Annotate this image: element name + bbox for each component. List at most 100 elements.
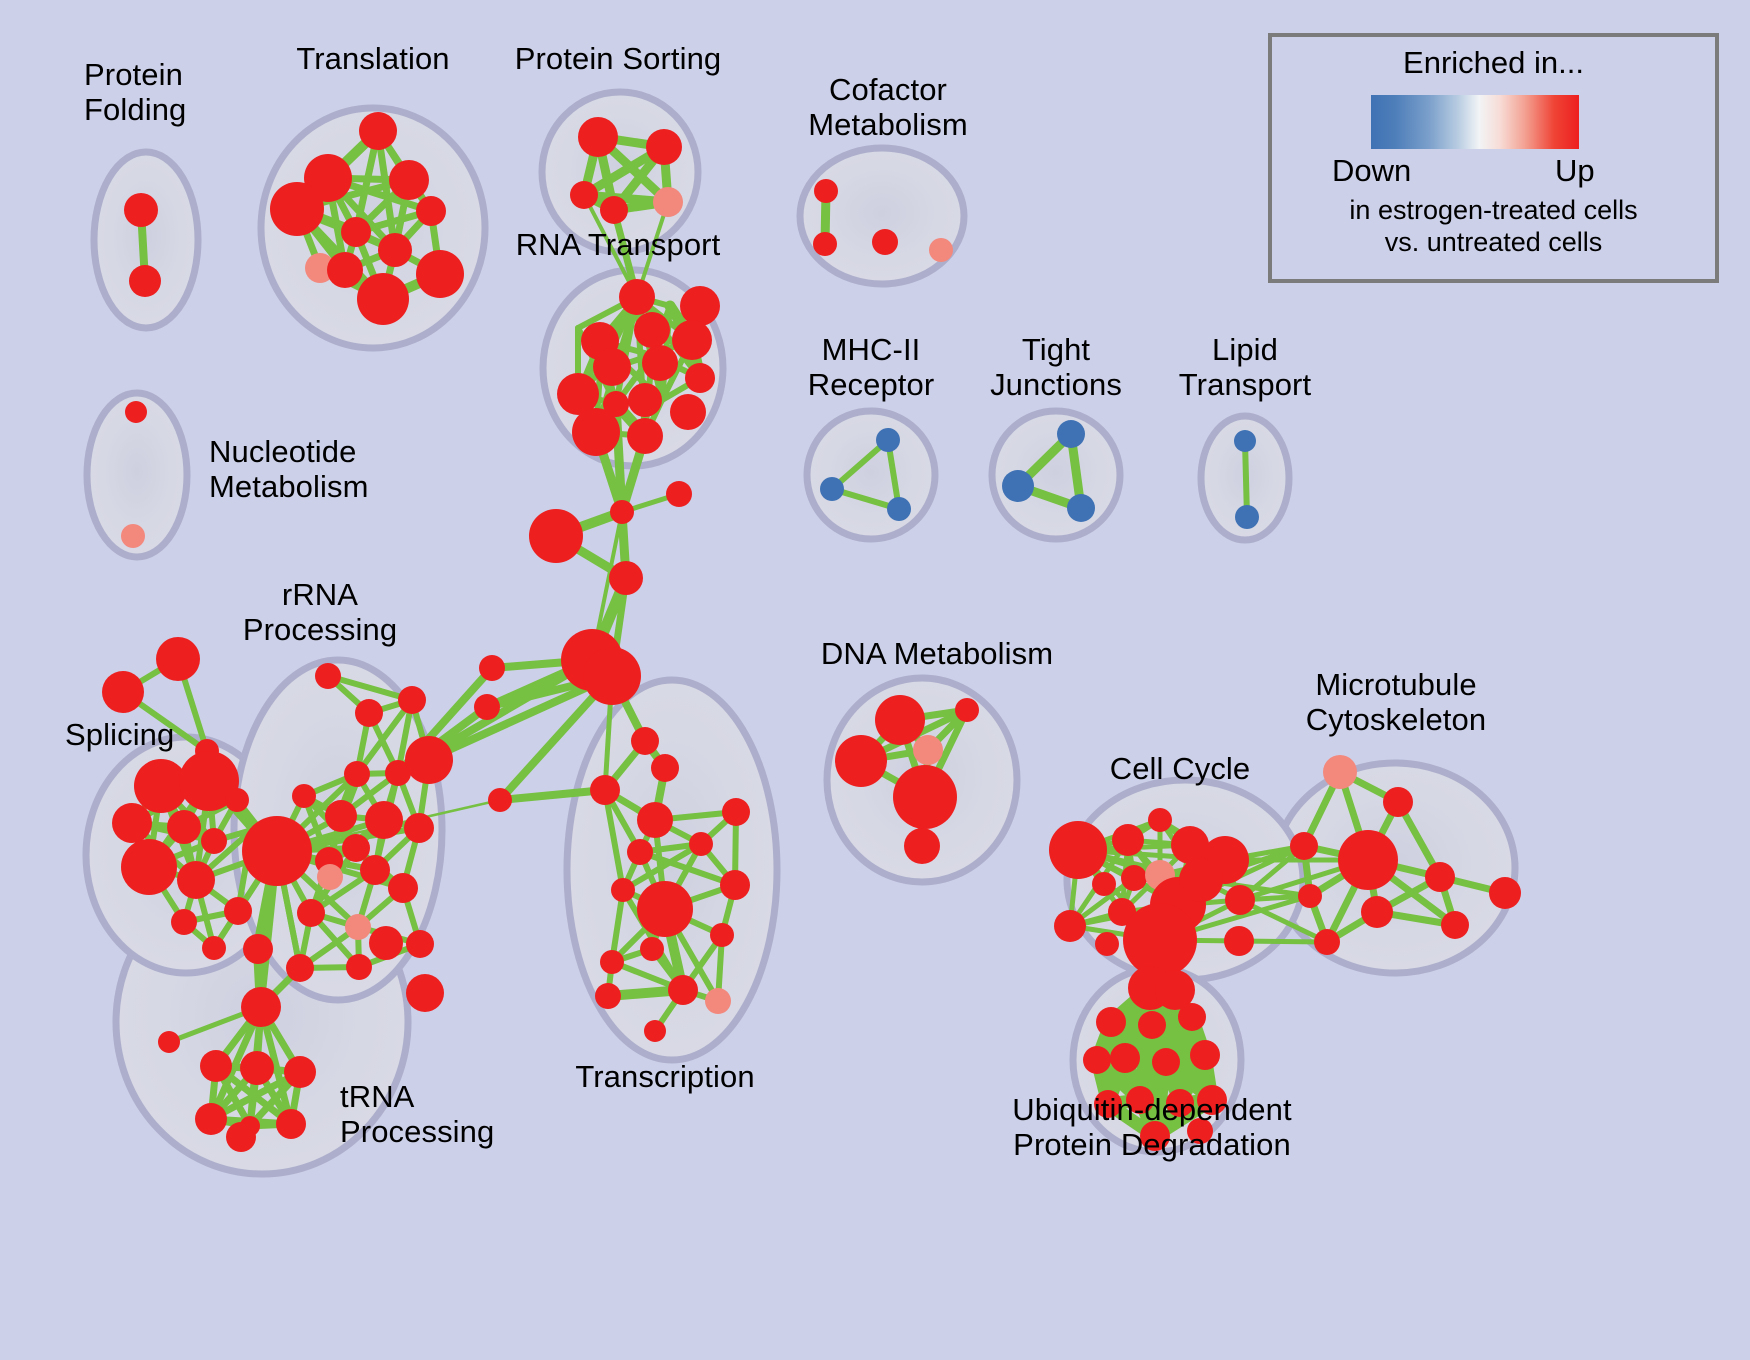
node [627, 418, 663, 454]
node [385, 760, 411, 786]
node [1383, 787, 1413, 817]
node [1178, 1003, 1206, 1031]
node [1224, 926, 1254, 956]
cluster-label-ubiquitin-degradation: Ubiquitin-dependent Protein Degradation [1012, 1092, 1292, 1162]
node [1171, 826, 1209, 864]
cluster-label-cofactor-metabolism: Cofactor Metabolism [808, 72, 968, 142]
cluster-label-translation: Translation [296, 41, 450, 76]
cluster-label-dna-metabolism: DNA Metabolism [820, 636, 1054, 671]
node [600, 196, 628, 224]
cluster-label-rrna-processing: rRNA Processing [242, 577, 398, 647]
node [398, 686, 426, 714]
cluster-label-lipid-transport: Lipid Transport [1178, 332, 1312, 402]
node [1166, 1089, 1194, 1117]
node [416, 250, 464, 298]
node [610, 500, 634, 524]
node [241, 987, 281, 1027]
node [619, 279, 655, 315]
node [102, 671, 144, 713]
node [200, 1050, 232, 1082]
node [270, 182, 324, 236]
cluster-label-splicing: Splicing [65, 717, 175, 752]
node [378, 233, 412, 267]
node [722, 798, 750, 826]
cluster-label-microtubule-cytoskeleton: Microtubule Cytoskeleton [1305, 667, 1487, 737]
node [600, 950, 624, 974]
node [813, 232, 837, 256]
node [1425, 862, 1455, 892]
node [134, 759, 188, 813]
node [121, 524, 145, 548]
cluster-label-cell-cycle: Cell Cycle [1109, 751, 1251, 786]
node [224, 897, 252, 925]
cluster-label-protein-sorting: Protein Sorting [514, 41, 722, 76]
node [242, 816, 312, 886]
node [345, 914, 371, 940]
node [887, 497, 911, 521]
node [653, 187, 683, 217]
node [243, 934, 273, 964]
node [685, 363, 715, 393]
node [628, 383, 662, 417]
node [1054, 910, 1086, 942]
node [124, 193, 158, 227]
cluster-label-tight-junctions: Tight Junctions [990, 332, 1122, 402]
node [1323, 755, 1357, 789]
node [416, 196, 446, 226]
node [637, 802, 673, 838]
node [904, 828, 940, 864]
node [317, 864, 343, 890]
node [369, 926, 403, 960]
node [603, 391, 629, 417]
node [125, 401, 147, 423]
node [121, 839, 177, 895]
node [1049, 821, 1107, 879]
node [1140, 1121, 1170, 1151]
node [835, 735, 887, 787]
node [389, 160, 429, 200]
node [355, 699, 383, 727]
node [705, 988, 731, 1014]
node [557, 373, 599, 415]
node [171, 909, 197, 935]
node [893, 765, 957, 829]
node [357, 273, 409, 325]
legend-box: Enriched in... Down Up in estrogen-treat… [1268, 33, 1719, 283]
node [286, 954, 314, 982]
node [583, 647, 641, 705]
node [1067, 494, 1095, 522]
node [666, 481, 692, 507]
node [1095, 932, 1119, 956]
node [710, 923, 734, 947]
node [578, 117, 618, 157]
node [875, 695, 925, 745]
node [177, 861, 215, 899]
node [1155, 970, 1195, 1010]
node [689, 832, 713, 856]
cluster-label-rna-transport: RNA Transport [515, 227, 721, 262]
node [315, 663, 341, 689]
node [1290, 832, 1318, 860]
node [1112, 824, 1144, 856]
node [637, 881, 693, 937]
node [406, 974, 444, 1012]
node [611, 878, 635, 902]
node [634, 312, 670, 348]
node [406, 930, 434, 958]
node [1298, 884, 1322, 908]
hull-nucleotide-metabolism [83, 389, 191, 561]
node [226, 1122, 256, 1152]
node [112, 803, 152, 843]
node [179, 751, 239, 811]
node [668, 975, 698, 1005]
node [1108, 898, 1136, 926]
node [1092, 872, 1116, 896]
node [572, 408, 620, 456]
node [1094, 1090, 1122, 1118]
node [570, 181, 598, 209]
node [872, 229, 898, 255]
node [1225, 885, 1255, 915]
cluster-label-nucleotide-metabolism: Nucleotide Metabolism [209, 434, 369, 504]
node [651, 754, 679, 782]
